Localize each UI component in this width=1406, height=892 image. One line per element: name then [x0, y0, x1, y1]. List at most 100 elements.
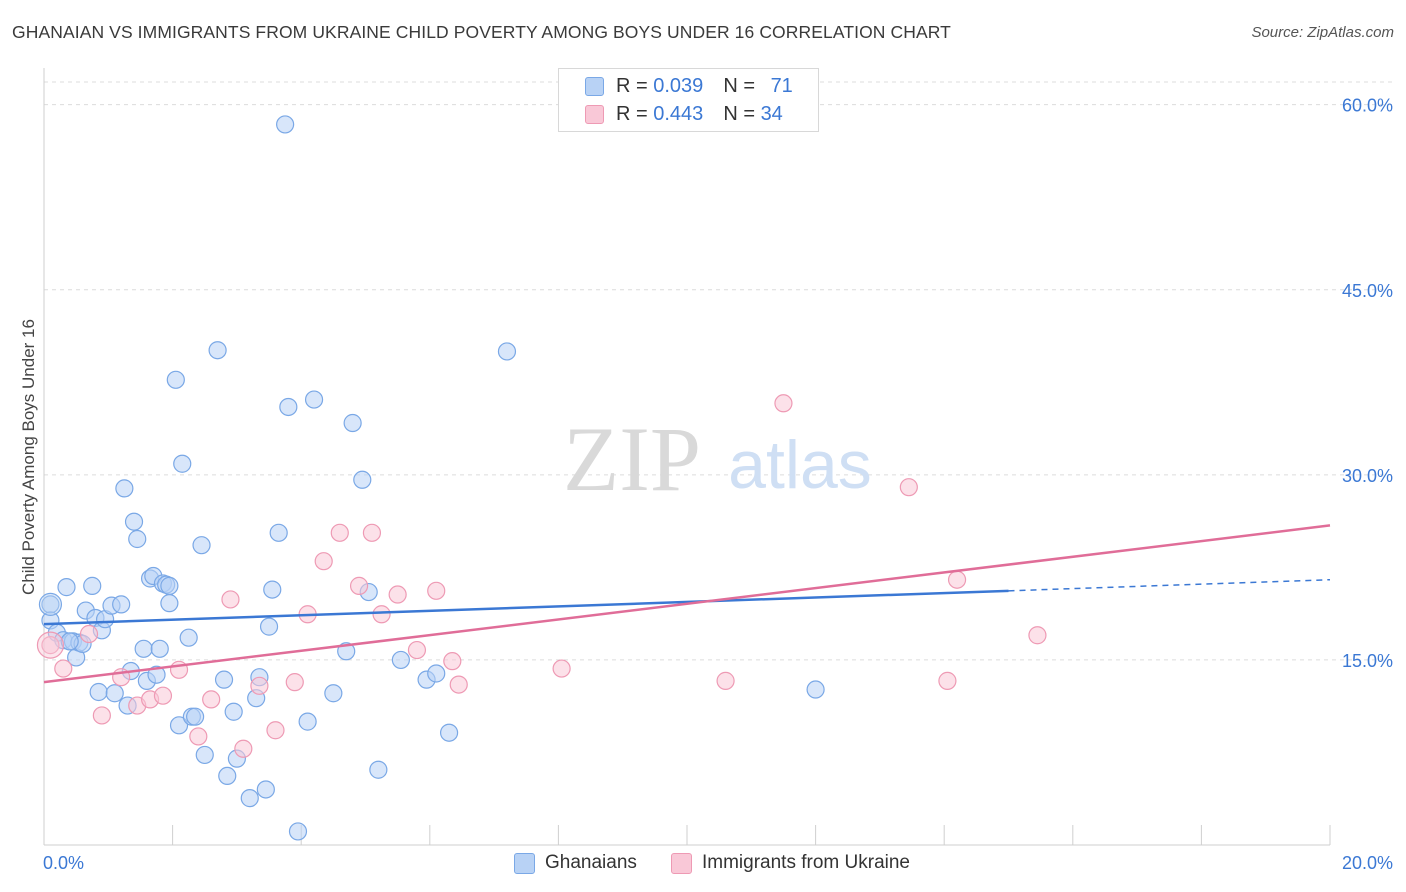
legend-n-label: N =: [723, 74, 761, 97]
ghanaians-point: [192, 536, 211, 555]
ghanaians-point: [60, 632, 79, 651]
ghanaians-point: [439, 723, 459, 742]
ghanaians-point: [57, 578, 76, 597]
ukraine-point: [41, 636, 60, 655]
series-legend-ghanaians: Ghanaians: [514, 852, 637, 874]
legend-row-ukraine: R = 0.443 N = 34: [585, 101, 783, 127]
ghanaians-point: [224, 702, 243, 721]
legend-swatch-ghanaians: [585, 76, 604, 96]
ghanaians-point: [343, 413, 362, 433]
ukraine-point: [947, 570, 967, 589]
ukraine-point: [330, 523, 349, 542]
source-label: Source: ZipAtlas.com: [1251, 24, 1394, 41]
series-legend-label: Immigrants from Ukraine: [702, 852, 910, 873]
ukraine-point: [899, 478, 918, 497]
ghanaians-point: [806, 680, 825, 699]
ghanaians-point: [276, 115, 295, 134]
ukraine-point: [189, 727, 208, 746]
ukraine-point: [153, 686, 173, 705]
ghanaians-point: [497, 342, 517, 361]
ghanaians-point: [324, 684, 343, 703]
ukraine-point: [1028, 626, 1047, 645]
ghanaians-point: [195, 745, 214, 765]
ukraine-point: [774, 394, 793, 413]
ghanaians-points: [38, 115, 825, 841]
legend-row-ghanaians: R = 0.039 N = 71: [585, 73, 793, 99]
ghanaians-point: [214, 670, 234, 689]
trend-lines: [43, 524, 1331, 684]
series-swatch-ghanaians: [514, 852, 535, 874]
ghanaians-point: [263, 580, 282, 599]
series-swatch-ukraine: [671, 852, 692, 874]
ukraine-point: [716, 671, 735, 690]
ghanaians-trend-line: [43, 589, 1009, 626]
ukraine-point: [202, 690, 221, 709]
ghanaians-point: [89, 682, 108, 702]
ghanaians-point: [298, 712, 317, 731]
ghanaians-point: [169, 716, 189, 735]
ukraine-point: [388, 585, 407, 604]
ghanaians-point: [427, 664, 446, 683]
ghanaians-point: [259, 617, 279, 636]
watermark-atlas: atlas: [728, 427, 872, 503]
legend-n-label: N =: [723, 102, 761, 125]
ukraine-point: [349, 576, 369, 595]
y-tick-label: 60.0%: [1342, 96, 1393, 116]
ukraine-point: [36, 631, 65, 659]
watermark-zip: ZIP: [563, 408, 701, 510]
ukraine-point: [372, 605, 391, 624]
ghanaians-point: [218, 766, 237, 786]
ukraine-point: [449, 675, 468, 694]
ghanaians-point: [353, 470, 372, 489]
ukraine-point: [285, 673, 304, 692]
ghanaians-point: [134, 639, 153, 658]
ghanaians-point: [160, 594, 179, 613]
ukraine-point: [552, 659, 571, 678]
ukraine-point: [266, 721, 285, 740]
x-tick-label: 0.0%: [43, 853, 84, 873]
ukraine-point: [314, 552, 333, 571]
ukraine-point: [221, 590, 240, 609]
ukraine-trend-line: [43, 524, 1331, 684]
ukraine-point: [407, 640, 427, 660]
legend-r-value: 0.039: [653, 74, 704, 97]
watermark: ZIP atlas: [563, 408, 872, 510]
ghanaians-point: [150, 639, 169, 658]
ghanaians-point: [369, 760, 388, 779]
ukraine-point: [938, 671, 957, 690]
y-axis-label: Child Poverty Among Boys Under 16: [19, 319, 38, 595]
y-tick-label: 15.0%: [1342, 651, 1393, 671]
ukraine-point: [92, 706, 111, 725]
ghanaians-point: [83, 576, 102, 595]
legend-swatch-ukraine: [585, 104, 604, 124]
ukraine-point: [54, 659, 73, 678]
ghanaians-point: [179, 628, 198, 647]
ukraine-point: [427, 581, 446, 600]
legend-r-label: R =: [616, 102, 654, 125]
y-tick-label: 45.0%: [1342, 281, 1393, 301]
ghanaians-point: [105, 684, 124, 703]
tick-labels: 15.0% 30.0% 45.0% 60.0% 0.0% 20.0%: [43, 96, 1393, 873]
ghanaians-point: [186, 707, 205, 726]
x-tick-label: 20.0%: [1342, 853, 1393, 873]
grid-lines: [44, 81, 1395, 661]
legend-r-value: 0.443: [653, 102, 704, 125]
ghanaians-point: [256, 780, 275, 799]
ghanaians-point: [391, 650, 410, 670]
series-legend-ukraine: Immigrants from Ukraine: [671, 852, 910, 874]
ukraine-point: [443, 652, 462, 671]
series-legend: Ghanaians Immigrants from Ukraine: [0, 850, 1406, 878]
ghanaians-point: [124, 512, 144, 531]
ghanaians-point: [288, 822, 308, 841]
ghanaians-point: [160, 576, 179, 595]
ghanaians-point: [240, 789, 259, 808]
legend-n-value: 71: [770, 74, 793, 97]
ghanaians-point: [147, 665, 166, 684]
ghanaians-point: [112, 595, 131, 614]
y-tick-label: 30.0%: [1342, 466, 1393, 486]
ghanaians-point: [279, 397, 298, 417]
ghanaians-point: [166, 370, 185, 389]
ghanaians-point: [128, 529, 147, 549]
ukraine-point: [234, 739, 253, 758]
